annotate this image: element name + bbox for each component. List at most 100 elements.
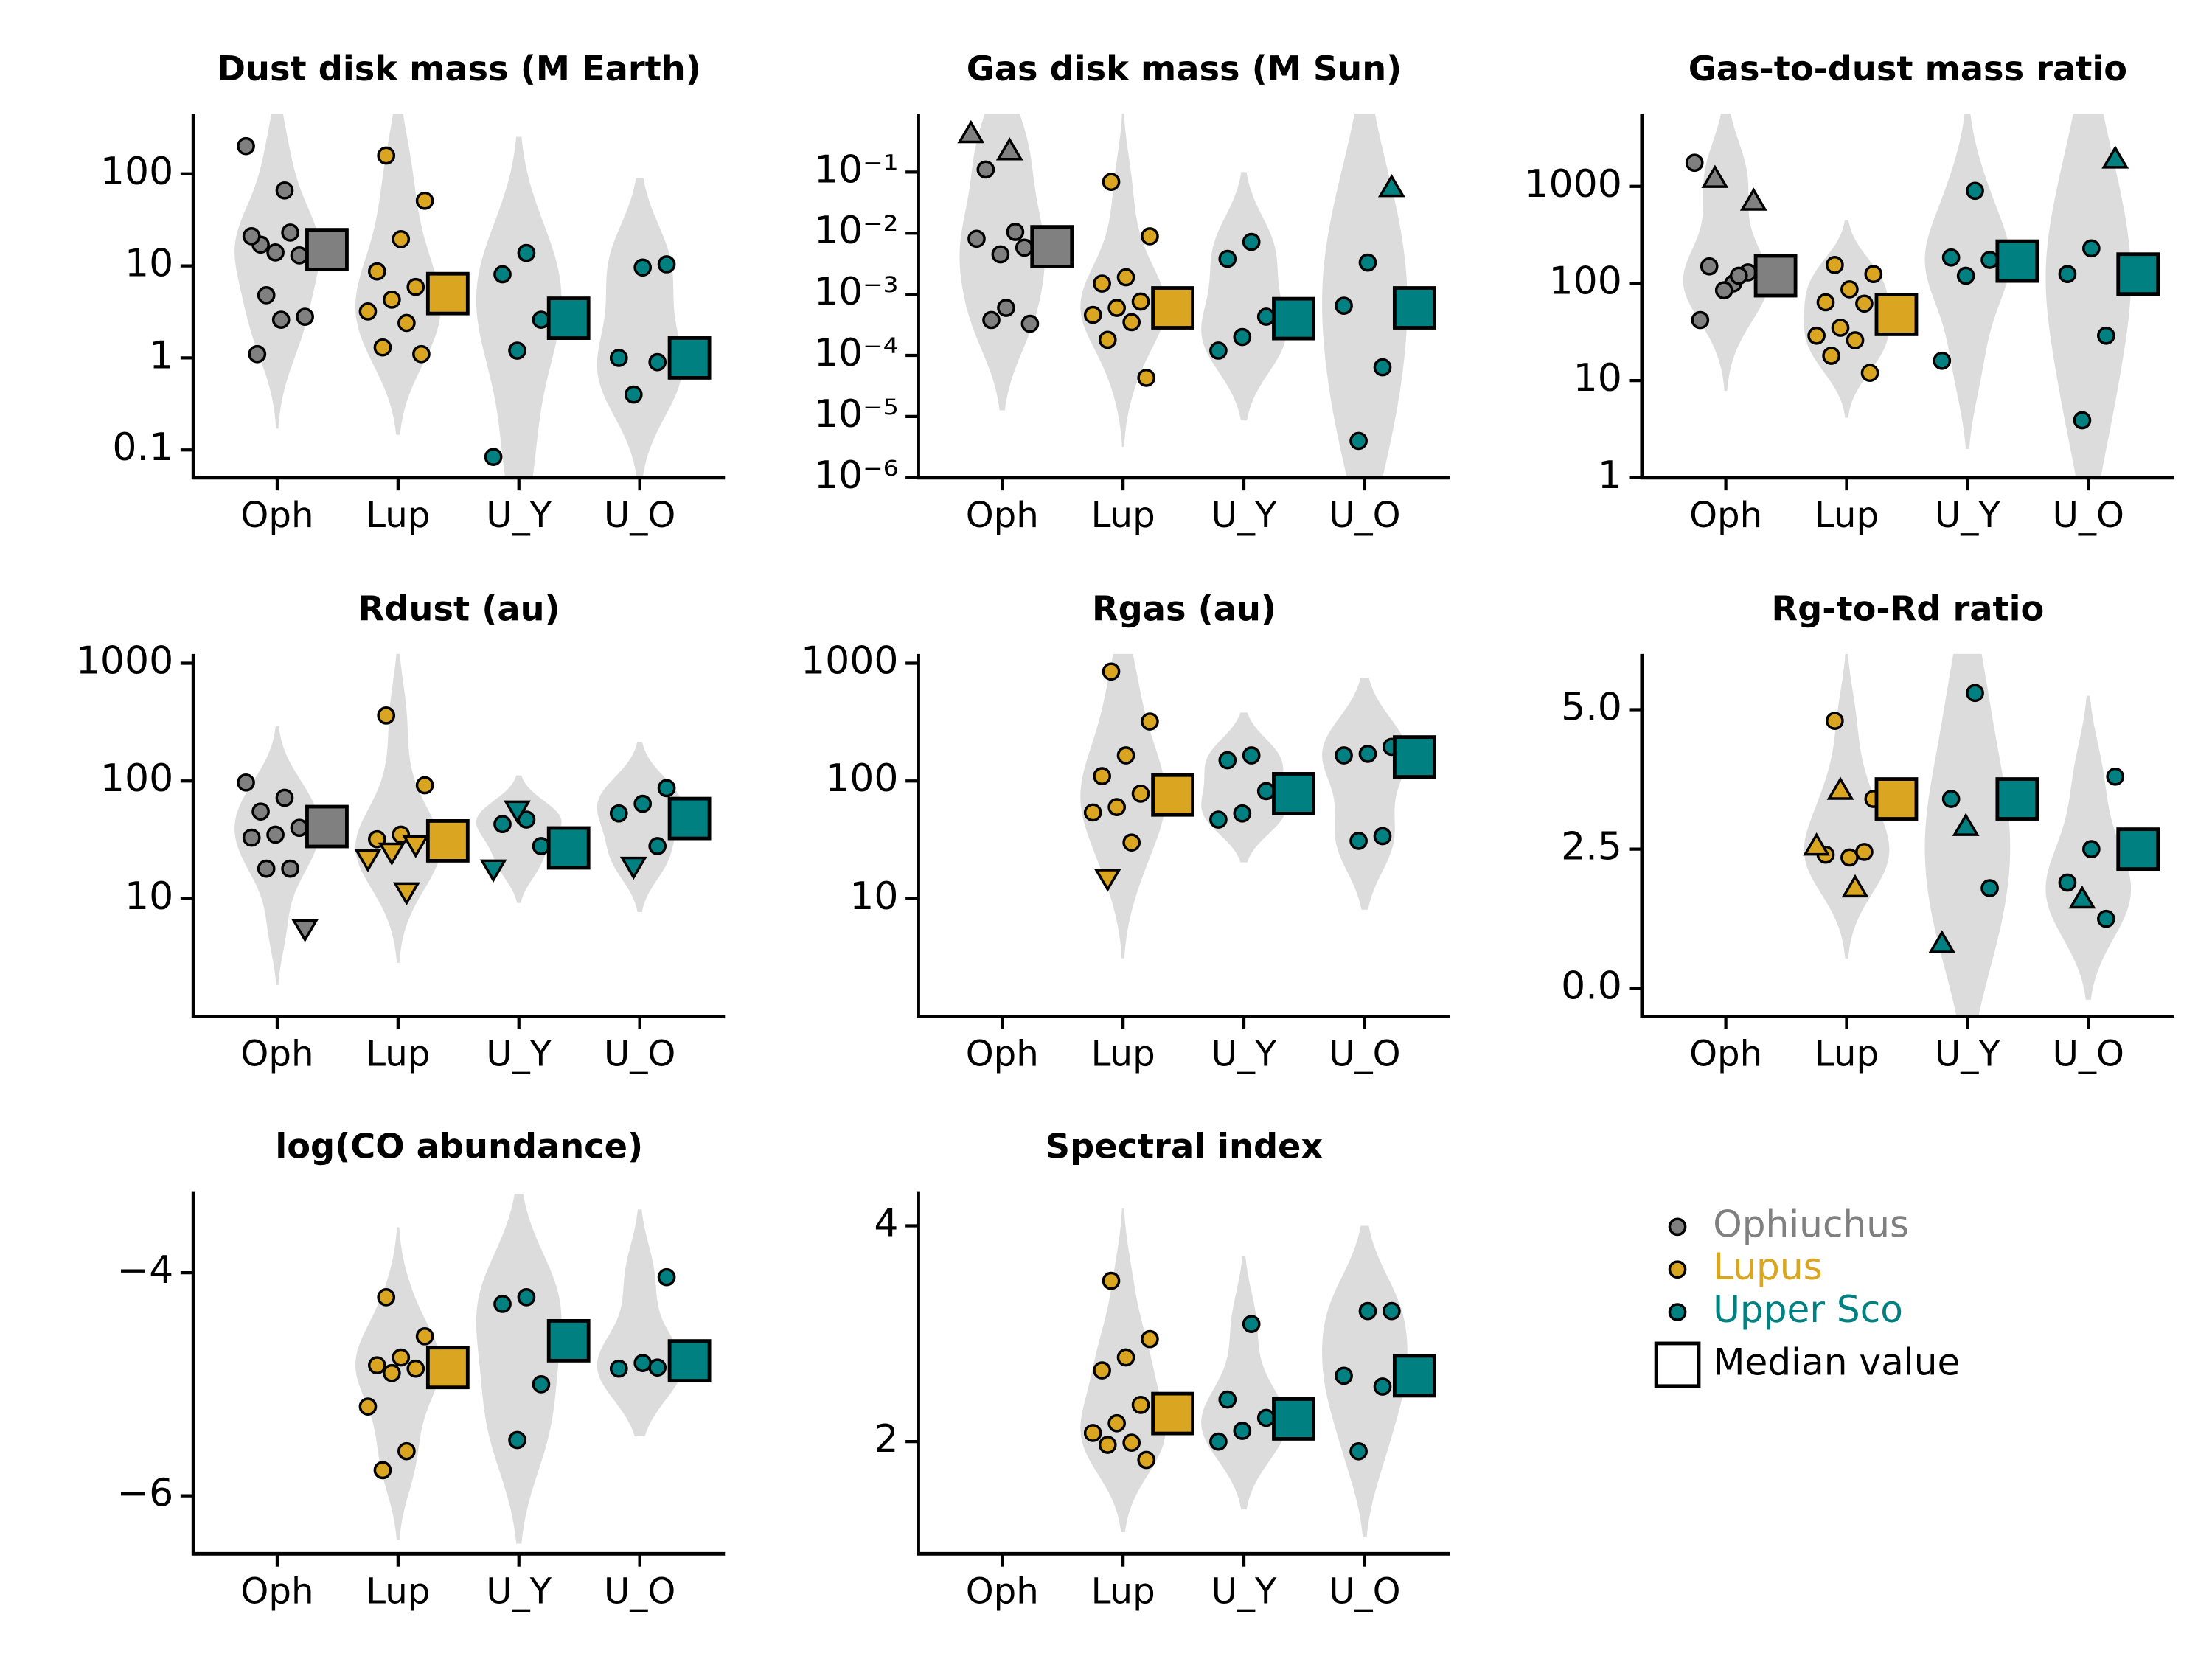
point [1137, 1450, 1156, 1470]
point [1131, 292, 1150, 311]
x-tick-label: U_Y [486, 495, 552, 536]
point [281, 859, 299, 878]
violin [355, 114, 441, 435]
point [1691, 310, 1710, 330]
y-tick-label: 10 [125, 874, 173, 919]
median-square [2116, 827, 2160, 872]
x-tick-label: Oph [1689, 1034, 1762, 1075]
median-square [667, 796, 712, 841]
x-tick-label: Oph [240, 495, 313, 536]
point [290, 818, 309, 838]
point [633, 258, 653, 277]
point [648, 1358, 667, 1377]
y-tick-label: 10⁻³ [814, 270, 899, 314]
point [1256, 782, 1276, 801]
point [633, 794, 653, 813]
x-tick-label: Oph [966, 1571, 1039, 1612]
median-square [1272, 296, 1315, 341]
point-triangle-up [2101, 145, 2129, 169]
point [248, 344, 267, 364]
point [1083, 305, 1102, 324]
point [1107, 798, 1126, 816]
panel-title: Spectral index [1046, 1126, 1324, 1166]
x-tick-label: Lup [1091, 1034, 1155, 1075]
point [1020, 314, 1040, 333]
point [1335, 296, 1353, 315]
median-square [667, 336, 712, 380]
x-tick-label: Lup [1815, 495, 1879, 536]
point [1242, 232, 1261, 251]
point [383, 1363, 401, 1382]
point [657, 255, 676, 274]
point [493, 265, 512, 284]
panel: Gas disk mass (M Sun) 10⁻¹ 10⁻² 10⁻³ 10⁻⁴ 10⁻… [814, 49, 1450, 536]
x-tick-label: U_O [604, 1571, 675, 1612]
violin [1322, 1225, 1408, 1537]
legend-label: Ophiuchus [1713, 1202, 1909, 1245]
point [1358, 1301, 1377, 1321]
x-tick-label: U_Y [1211, 1034, 1277, 1075]
point [1956, 266, 1975, 285]
point [1122, 313, 1141, 332]
point [1122, 833, 1141, 852]
point [281, 223, 299, 242]
point-triangle-down [479, 859, 507, 883]
x-tick-label: U_Y [1935, 495, 2000, 536]
point [1256, 307, 1276, 326]
point [290, 246, 309, 265]
point [1335, 1366, 1353, 1385]
violin [597, 1209, 683, 1437]
point-triangle-up [1928, 930, 1956, 953]
point [266, 825, 285, 844]
legend-label: Median value [1713, 1340, 1960, 1383]
median-square [1030, 225, 1074, 269]
x-tick-label: Lup [1091, 1571, 1155, 1612]
point [1729, 266, 1748, 285]
y-tick-label: 2 [874, 1417, 898, 1461]
panel: Gas-to-dust mass ratio 1 10 100 1000 Oph Lup U_… [1524, 49, 2174, 536]
point [2073, 411, 2092, 430]
point [2058, 265, 2077, 284]
point [1107, 1413, 1126, 1433]
point [1335, 746, 1353, 765]
panel: Rdust (au) 10 100 1000 Oph Lup U_Y U_O [76, 589, 726, 1075]
point [1980, 879, 1999, 897]
point [1218, 1390, 1237, 1409]
violin [1683, 114, 1769, 392]
point [1233, 327, 1252, 347]
violin [476, 775, 562, 903]
point [1807, 326, 1826, 345]
point [1102, 173, 1121, 192]
point-triangle-up [995, 137, 1023, 161]
point [271, 310, 291, 329]
point-triangle-up [2068, 885, 2096, 909]
median-square [1272, 1397, 1315, 1441]
panel: Rg-to-Rd ratio 0.0 2.5 5.0 Oph Lup U_Y U_O [1561, 589, 2174, 1075]
point [251, 802, 270, 821]
point [257, 859, 276, 878]
point [1209, 341, 1228, 360]
point [517, 243, 536, 262]
point [1941, 790, 1961, 808]
legend-marker [1654, 1341, 1701, 1388]
x-tick-label: U_O [1329, 1034, 1400, 1075]
point-triangle-down [291, 919, 319, 942]
point [377, 146, 396, 165]
point [1093, 767, 1111, 785]
x-tick-label: Lup [366, 1034, 430, 1075]
panel: Dust disk mass (M Earth) 0.1 1 10 100 Oph Lup U… [100, 49, 726, 536]
point-triangle-up [1739, 187, 1767, 211]
x-tick-label: Lup [1815, 1034, 1879, 1075]
point [415, 776, 434, 795]
point [1714, 281, 1733, 300]
point [1131, 1396, 1150, 1414]
point [1816, 293, 1835, 312]
point [532, 310, 551, 329]
point [967, 229, 986, 248]
point [2106, 767, 2125, 786]
point-triangle-down [504, 800, 531, 824]
point [237, 136, 255, 156]
legend-marker [1668, 1303, 1687, 1321]
point [1093, 1361, 1111, 1380]
